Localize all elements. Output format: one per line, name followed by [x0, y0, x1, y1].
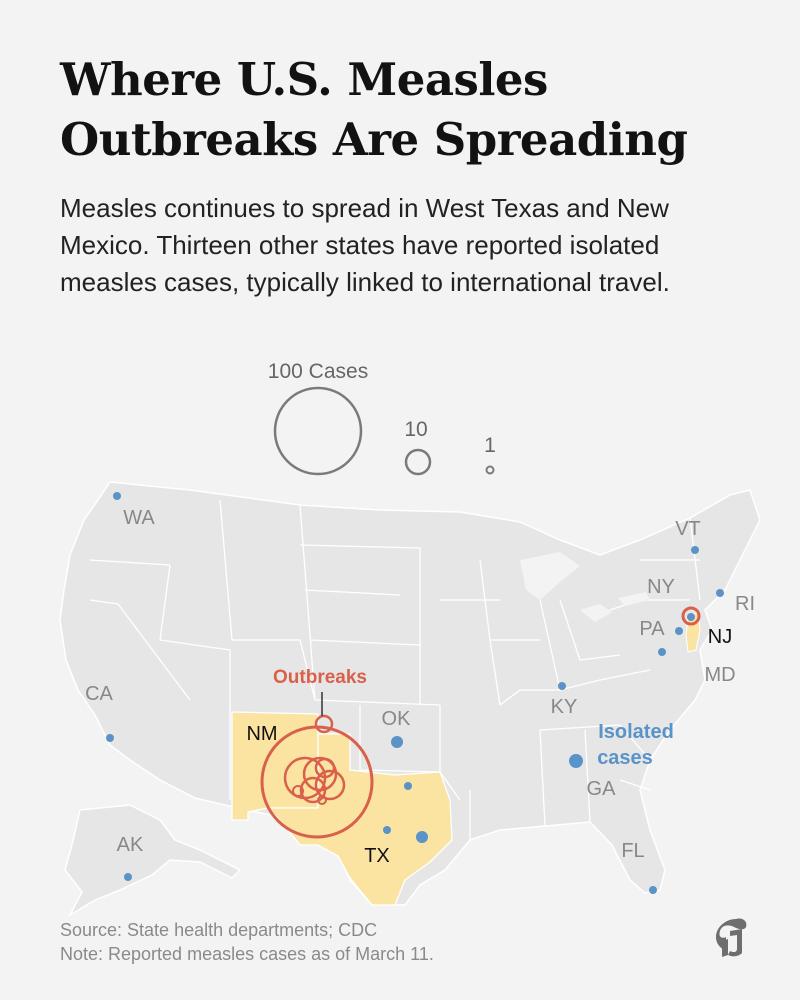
- dot-ri: [716, 589, 724, 597]
- state-borders: [89, 499, 701, 840]
- state-label-ca: CA: [85, 683, 113, 705]
- source-note: Source: State health departments; CDC: [60, 920, 378, 940]
- state-label-ak: AK: [117, 834, 144, 856]
- nyt-logo-icon: [716, 918, 747, 957]
- legend-label-1: 1: [484, 434, 496, 457]
- state-label-ri: RI: [735, 593, 755, 615]
- legend-label-100: 100 Cases: [268, 360, 368, 383]
- page-title: Where U.S. Measles Outbreaks Are Spreadi…: [60, 53, 688, 166]
- subtitle: Measles continues to spread in West Texa…: [60, 193, 670, 297]
- state-label-ky: KY: [551, 696, 578, 718]
- state-label-nj: NJ: [708, 626, 732, 648]
- dot-ny: [675, 627, 683, 635]
- state-label-tx: TX: [364, 845, 390, 867]
- dot-nj: [687, 613, 695, 621]
- isolated-annotation: Isolated cases: [597, 721, 674, 769]
- state-labels: WA CA AK NM OK TX KY GA FL VT NY RI PA N…: [85, 507, 755, 867]
- outbreak-circle: [292, 785, 304, 797]
- outbreaks-annotation: Outbreaks: [273, 667, 367, 716]
- dot-ga: [569, 754, 583, 768]
- outbreaks-label: Outbreaks: [273, 667, 367, 688]
- dot-wa: [113, 492, 121, 500]
- dot-md: [658, 648, 666, 656]
- isolated-label-line2: cases: [597, 747, 653, 769]
- footnote: Note: Reported measles cases as of March…: [60, 944, 434, 964]
- alaska-shape: [64, 804, 242, 918]
- dot-vt: [691, 546, 699, 554]
- legend-circle-100: [273, 386, 363, 476]
- state-label-vt: VT: [675, 518, 701, 540]
- dot-ok: [391, 736, 403, 748]
- outbreak-circle-nm-north: [314, 714, 334, 734]
- isolated-case-dots: [106, 492, 724, 894]
- size-legend: 100 Cases 10 1: [268, 360, 496, 476]
- outbreak-circle: [314, 757, 336, 779]
- outbreak-states: [231, 611, 701, 906]
- state-label-pa: PA: [639, 618, 665, 640]
- state-label-fl: FL: [621, 840, 644, 862]
- dot-ak: [124, 873, 132, 881]
- dot-tx-2: [383, 826, 391, 834]
- dot-tx-3: [416, 831, 428, 843]
- state-label-nm: NM: [246, 723, 277, 745]
- state-label-ga: GA: [587, 778, 617, 800]
- state-label-ny: NY: [647, 576, 675, 598]
- legend-circle-10: [404, 448, 432, 476]
- outbreak-circle: [317, 795, 327, 805]
- outbreak-circle-nj: [681, 606, 701, 626]
- outbreak-circle: [302, 756, 338, 792]
- state-label-md: MD: [704, 664, 735, 686]
- state-label-wa: WA: [123, 507, 155, 529]
- dot-fl: [649, 886, 657, 894]
- outbreak-circle: [314, 769, 346, 801]
- legend-circle-1: [485, 465, 495, 475]
- dot-tx-1: [404, 782, 412, 790]
- isolated-label-line1: Isolated: [598, 721, 674, 743]
- outbreak-circles: [260, 606, 701, 839]
- great-lakes: [520, 552, 650, 622]
- legend-label-10: 10: [404, 418, 427, 441]
- state-label-ok: OK: [382, 708, 412, 730]
- dot-ky: [558, 682, 566, 690]
- dot-ca: [106, 734, 114, 742]
- outbreak-circle: [299, 776, 327, 804]
